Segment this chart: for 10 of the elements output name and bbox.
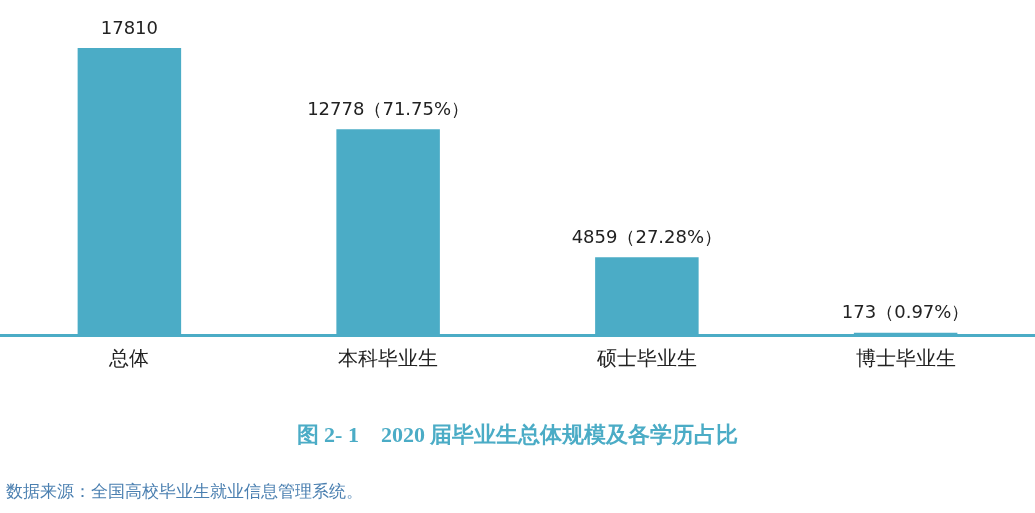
data-label: 17810 — [100, 16, 159, 38]
data-label: 4859（27.28%） — [571, 225, 723, 247]
x-tick-label: 本科毕业生 — [338, 345, 439, 370]
text: 图 2- 1 2020 届毕业生总体规模及各学历占比 — [296, 422, 739, 448]
x-tick-label: 博士毕业生 — [855, 345, 956, 370]
x-tick-label: 硕士毕业生 — [595, 345, 697, 370]
data-label: 173（0.97%） — [841, 301, 970, 323]
data-label: 12778（71.75%） — [307, 97, 470, 119]
x-tick-label: 总体 — [108, 345, 150, 370]
source-note: 数据来源：全国高校毕业生就业信息管理系统。 — [6, 480, 363, 503]
